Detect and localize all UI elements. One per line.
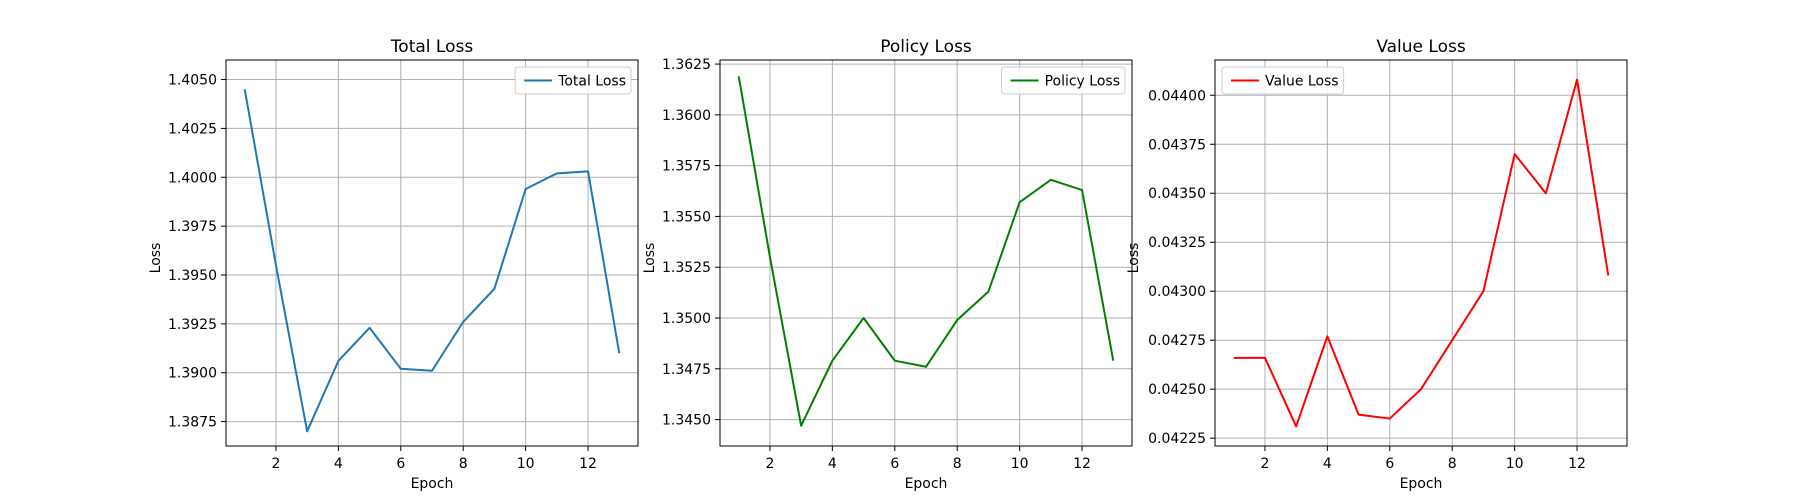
value-loss-panel: Value Loss Epoch Loss 2 4 6 8 10 12 0.04225 0.0… (1126, 37, 1628, 492)
x-tick-label: 10 (517, 456, 535, 472)
x-tick-label: 10 (1011, 456, 1029, 472)
x-tick-label: 8 (459, 456, 468, 472)
y-tick-label: 1.3975 (168, 219, 217, 235)
legend-box (1001, 66, 1126, 95)
y-tick-label: 1.3925 (168, 317, 217, 333)
x-tick-label: 10 (1506, 456, 1524, 472)
x-tick-label: 4 (828, 456, 837, 472)
chart-title: Total Loss (390, 37, 474, 57)
y-tick-label: 1.3475 (662, 362, 711, 378)
y-tick-label: 1.3575 (662, 159, 711, 175)
x-axis-label: Epoch (905, 476, 948, 492)
y-tick-label: 0.04300 (1148, 284, 1206, 300)
x-tick-label: 4 (334, 456, 343, 472)
series-line (1233, 78, 1610, 428)
legend: Policy Loss (1001, 66, 1126, 95)
y-tick-label: 1.3450 (662, 413, 711, 429)
x-tick-label: 6 (1385, 456, 1394, 472)
plot-frame (225, 59, 639, 447)
legend: Value Loss (1221, 66, 1345, 95)
y-tick-label: 1.3550 (662, 209, 711, 225)
y-tick-label: 0.04225 (1148, 431, 1206, 447)
y-axis-label: Loss (1126, 243, 1142, 274)
total-loss-panel: Total Loss Epoch Loss 2 4 6 8 10 12 1.3875 1.39… (148, 37, 639, 492)
y-tick-label: 0.04275 (1148, 333, 1206, 349)
legend-label: Total Loss (557, 74, 626, 90)
x-tick-label: 8 (953, 456, 962, 472)
plot-frame (719, 59, 1133, 447)
y-tick-label: 0.04375 (1148, 137, 1206, 153)
y-tick-label: 1.3600 (662, 108, 711, 124)
y-tick-label: 1.3900 (168, 366, 217, 382)
y-tick-label: 0.04325 (1148, 235, 1206, 251)
y-axis-label: Loss (642, 243, 658, 274)
series-line (737, 76, 1115, 427)
y-tick-label: 0.04250 (1148, 382, 1206, 398)
y-tick-label: 1.4000 (168, 170, 217, 186)
x-tick-label: 12 (1568, 456, 1586, 472)
x-tick-label: 6 (396, 456, 405, 472)
y-tick-label: 0.04400 (1148, 88, 1206, 104)
y-tick-label: 1.4025 (168, 121, 217, 137)
y-tick-label: 1.4050 (168, 73, 217, 89)
x-tick-label: 12 (1073, 456, 1091, 472)
x-axis-label: Epoch (411, 476, 454, 492)
x-tick-label: 2 (765, 456, 774, 472)
plot-frame (1214, 59, 1628, 447)
y-tick-label: 1.3500 (662, 311, 711, 327)
legend-label: Policy Loss (1045, 74, 1120, 90)
x-tick-label: 12 (579, 456, 597, 472)
legend-box (1221, 66, 1345, 95)
y-axis-label: Loss (148, 243, 164, 274)
policy-loss-panel: Policy Loss Epoch Loss 2 4 6 8 10 12 1.3450 1.3… (642, 37, 1133, 492)
chart-title: Policy Loss (880, 37, 972, 57)
y-tick-label: 1.3875 (168, 415, 217, 431)
chart-title: Value Loss (1376, 37, 1466, 57)
x-tick-label: 6 (890, 456, 899, 472)
x-tick-label: 4 (1323, 456, 1332, 472)
x-tick-label: 2 (271, 456, 280, 472)
y-tick-label: 1.3950 (168, 268, 217, 284)
y-tick-label: 0.04350 (1148, 186, 1206, 202)
series-line (243, 89, 621, 433)
legend: Total Loss (514, 66, 632, 95)
x-tick-label: 8 (1448, 456, 1457, 472)
y-tick-label: 1.3525 (662, 260, 711, 276)
x-tick-label: 2 (1260, 456, 1269, 472)
legend-box (514, 66, 632, 95)
x-axis-label: Epoch (1400, 476, 1443, 492)
y-tick-label: 1.3625 (662, 57, 711, 73)
legend-label: Value Loss (1265, 74, 1339, 90)
